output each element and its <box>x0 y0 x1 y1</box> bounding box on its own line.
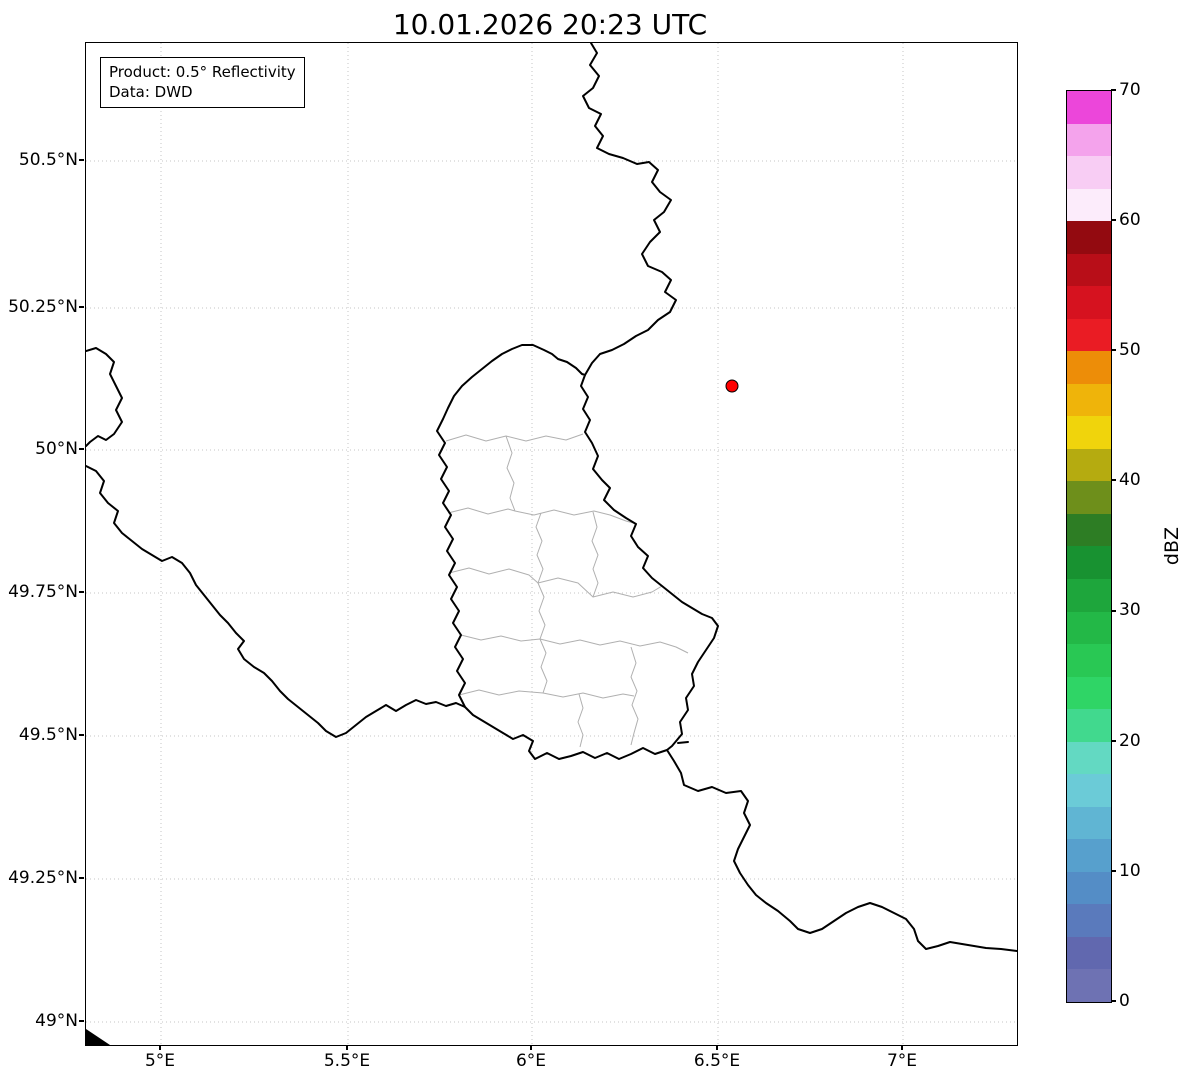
x-tick-label: 6°E <box>515 1051 547 1071</box>
colorbar-segment <box>1067 936 1111 970</box>
plot-title: 10.01.2026 20:23 UTC <box>392 8 708 41</box>
colorbar-segment <box>1067 91 1111 124</box>
x-tick-label: 5°E <box>144 1051 176 1071</box>
colorbar-tick-label: 70 <box>1119 80 1141 100</box>
y-tick-label: 50.25°N <box>8 297 78 317</box>
colorbar-segment <box>1067 806 1111 840</box>
colorbar-gradient <box>1067 91 1111 1002</box>
colorbar-segment <box>1067 416 1111 449</box>
colorbar-segment <box>1067 644 1111 677</box>
y-tick-label: 50°N <box>35 439 78 459</box>
x-tick-mark <box>159 1045 161 1050</box>
colorbar-tick-mark <box>1111 610 1116 612</box>
colorbar-segment <box>1067 156 1111 189</box>
colorbar-tick-label: 10 <box>1119 861 1141 881</box>
colorbar-segment <box>1067 123 1111 157</box>
y-tick-label: 49.25°N <box>8 868 78 888</box>
annotation-box: Product: 0.5° Reflectivity Data: DWD <box>100 57 305 108</box>
colorbar-segment <box>1067 221 1111 254</box>
y-tick-mark <box>79 159 84 161</box>
country-borders <box>86 43 1017 1045</box>
colorbar-segment <box>1067 286 1111 319</box>
colorbar-tick-label: 50 <box>1119 340 1141 360</box>
annotation-product-line: Product: 0.5° Reflectivity <box>109 63 296 81</box>
colorbar-segment <box>1067 448 1111 482</box>
y-tick-mark <box>79 306 84 308</box>
y-tick-mark <box>79 1020 84 1022</box>
y-tick-mark <box>79 734 84 736</box>
annotation-data-line: Data: DWD <box>109 83 193 102</box>
x-tick-label: 6.5°E <box>693 1051 741 1071</box>
colorbar-segment <box>1067 513 1111 547</box>
x-tick-mark <box>716 1045 718 1050</box>
y-tick-mark <box>79 877 84 879</box>
colorbar-segment <box>1067 546 1111 579</box>
colorbar-segment <box>1067 871 1111 905</box>
colorbar-segment <box>1067 318 1111 352</box>
luxembourg-border <box>436 344 719 760</box>
colorbar-tick-label: 0 <box>1119 991 1130 1011</box>
y-tick-label: 50.5°N <box>18 150 78 170</box>
gridlines <box>86 43 1017 1045</box>
district-borders <box>445 433 689 748</box>
colorbar-tick-label: 60 <box>1119 210 1141 230</box>
colorbar-tick-label: 30 <box>1119 600 1141 620</box>
colorbar-tick-mark <box>1111 870 1116 872</box>
map-plot-area <box>85 42 1018 1046</box>
radar-location-dot <box>725 379 739 393</box>
colorbar-segment <box>1067 611 1111 645</box>
colorbar-segment <box>1067 383 1111 417</box>
y-tick-label: 49.5°N <box>18 725 78 745</box>
border-clip-wedge <box>86 1029 110 1045</box>
colorbar <box>1066 90 1112 1003</box>
colorbar-segment <box>1067 676 1111 710</box>
x-tick-mark <box>530 1045 532 1050</box>
colorbar-tick-mark <box>1111 89 1116 91</box>
y-tick-mark <box>79 448 84 450</box>
colorbar-tick-mark <box>1111 1000 1116 1002</box>
colorbar-tick-mark <box>1111 479 1116 481</box>
colorbar-label: dBZ <box>1161 526 1183 566</box>
colorbar-segment <box>1067 481 1111 514</box>
map-canvas <box>86 43 1017 1045</box>
colorbar-tick-label: 20 <box>1119 731 1141 751</box>
colorbar-tick-mark <box>1111 740 1116 742</box>
y-tick-mark <box>79 591 84 593</box>
colorbar-tick-mark <box>1111 349 1116 351</box>
colorbar-segment <box>1067 709 1111 742</box>
colorbar-segment <box>1067 774 1111 807</box>
colorbar-segment <box>1067 969 1111 1002</box>
x-tick-label: 7°E <box>886 1051 918 1071</box>
colorbar-tick-label: 40 <box>1119 470 1141 490</box>
y-tick-label: 49°N <box>35 1011 78 1031</box>
colorbar-segment <box>1067 578 1111 612</box>
y-tick-label: 49.75°N <box>8 582 78 602</box>
x-tick-mark <box>346 1045 348 1050</box>
colorbar-segment <box>1067 839 1111 872</box>
colorbar-segment <box>1067 741 1111 775</box>
colorbar-segment <box>1067 188 1111 222</box>
colorbar-tick-mark <box>1111 219 1116 221</box>
colorbar-segment <box>1067 904 1111 937</box>
x-tick-mark <box>901 1045 903 1050</box>
colorbar-segment <box>1067 351 1111 384</box>
x-tick-label: 5.5°E <box>323 1051 371 1071</box>
colorbar-segment <box>1067 253 1111 287</box>
